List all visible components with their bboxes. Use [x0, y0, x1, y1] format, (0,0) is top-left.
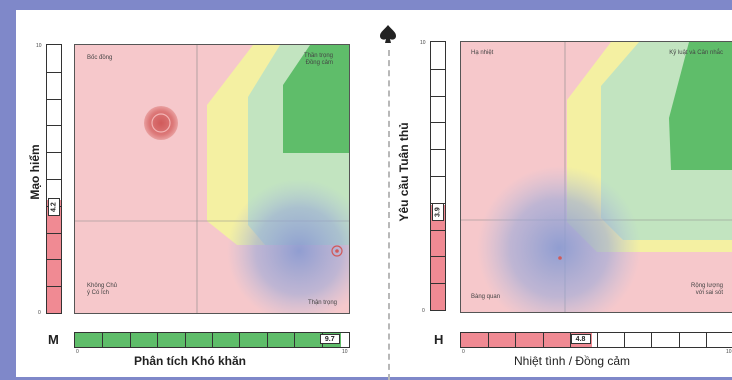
- right-horizontal-scale: 4.8: [460, 332, 732, 348]
- left-zone-label-top-right-line1: Thần trọng: [303, 53, 333, 59]
- scale-segment-line: [431, 229, 445, 231]
- right-zone-label-bottom-right-line1: Rộng lượng: [691, 283, 723, 289]
- left-zone-label-top-right: Thần trọng Đồng cảm: [304, 53, 333, 67]
- scale-fill: [461, 333, 592, 347]
- scale-segment-line: [431, 202, 445, 204]
- scale-value: 4.8: [570, 334, 591, 344]
- scale-segment-line: [212, 333, 213, 347]
- scale-segment-line: [184, 333, 186, 347]
- scale-segment-line: [569, 333, 571, 347]
- left-vscale-tick-top: 10: [36, 43, 42, 49]
- left-horizontal-scale: 9.7: [74, 332, 350, 348]
- left-scale-letter: M: [48, 332, 59, 347]
- left-vertical-scale: 4.2: [46, 44, 62, 314]
- left-zone-label-top-left: Bốc đồng: [87, 55, 113, 61]
- scale-fill: [47, 200, 61, 313]
- scale-segment-line: [651, 333, 653, 347]
- left-hscale-tick-left: 0: [76, 349, 79, 355]
- scale-segment-line: [239, 333, 241, 347]
- scale-segment-line: [705, 333, 707, 347]
- scale-segment-line: [431, 122, 445, 124]
- scale-value: 3.9: [432, 203, 444, 222]
- scale-segment-line: [624, 333, 626, 347]
- scale-segment-line: [47, 152, 61, 154]
- scale-segment-line: [431, 256, 445, 258]
- left-vscale-tick-bottom: 0: [38, 310, 41, 316]
- right-zone-label-top-right: Kỷ luật và Cân nhắc: [669, 50, 723, 56]
- scale-segment-line: [515, 333, 517, 347]
- left-hscale-tick-right: 10: [342, 349, 348, 355]
- right-zone-label-bottom-left: Bàng quan: [471, 294, 501, 300]
- spade-icon: [380, 25, 396, 43]
- scale-segment-line: [431, 176, 445, 177]
- scale-segment-line: [431, 95, 445, 97]
- scale-segment-line: [431, 68, 445, 70]
- scale-segment-line: [47, 71, 61, 73]
- scale-segment-line: [102, 333, 104, 347]
- scale-segment-line: [47, 259, 61, 261]
- right-zone-label-bottom-right-line2: với sai sót: [695, 290, 723, 297]
- right-panel: Yêu cầu Tuân thủ 10 0 3.9 H: [396, 10, 732, 377]
- right-quadrant-plot: Hạ nhiệt Kỷ luật và Cân nhắc Bàng quan R…: [460, 41, 732, 313]
- report-sheet: Mạo hiểm 10 0 4.2 M: [16, 10, 732, 380]
- scale-segment-line: [431, 283, 445, 285]
- scale-segment-line: [266, 333, 268, 347]
- right-zone-label-top-left: Hạ nhiệt: [471, 50, 494, 56]
- left-zone-label-bottom-left: Không Chủ ý Có Ích: [87, 283, 117, 297]
- scale-value: 4.2: [48, 198, 60, 217]
- right-vscale-tick-bottom: 0: [422, 308, 425, 314]
- scale-segment-line: [157, 333, 159, 347]
- scale-fill: [75, 333, 341, 347]
- left-zone-label-top-right-line2: Đồng cảm: [305, 60, 333, 67]
- scale-segment-line: [488, 333, 490, 347]
- right-vscale-tick-top: 10: [420, 40, 426, 46]
- left-zone-label-bottom-right: Thận trọng: [307, 300, 337, 306]
- right-zone-label-bottom-right: Rộng lượng với sai sót: [691, 283, 723, 297]
- right-vertical-scale: 3.9: [430, 41, 446, 311]
- right-scale-letter: H: [434, 332, 444, 347]
- scale-segment-line: [542, 333, 544, 347]
- scale-segment-line: [678, 333, 680, 347]
- right-hscale-tick-right: 10: [726, 349, 732, 355]
- scale-fill: [431, 205, 445, 310]
- scale-value: 9.7: [319, 334, 340, 344]
- scale-segment-line: [47, 286, 61, 288]
- left-x-axis-title: Phân tích Khó khăn: [134, 354, 247, 368]
- left-panel: Mạo hiểm 10 0 4.2 M: [16, 10, 376, 377]
- scale-segment-line: [47, 98, 61, 100]
- scale-segment-line: [47, 232, 61, 234]
- left-y-axis-title: Mạo hiểm: [28, 144, 42, 200]
- left-quadrant-plot: Bốc đồng Thần trọng Đồng cảm Không Chủ ý…: [74, 44, 350, 314]
- scale-segment-line: [129, 333, 131, 347]
- right-x-axis-title: Nhiệt tình / Đồng cảm: [514, 354, 631, 368]
- left-zone-label-bottom-left-line1: Không Chủ: [87, 283, 118, 289]
- scale-segment-line: [47, 179, 61, 180]
- left-zone-label-bottom-left-line2: ý Có Ích: [87, 290, 110, 297]
- right-hscale-tick-left: 0: [462, 349, 465, 355]
- scale-segment-line: [294, 333, 296, 347]
- right-y-axis-title: Yêu cầu Tuân thủ: [397, 122, 411, 222]
- scale-segment-line: [47, 125, 61, 127]
- scale-segment-line: [597, 333, 598, 347]
- scale-segment-line: [431, 149, 445, 151]
- panel-divider: [388, 50, 390, 380]
